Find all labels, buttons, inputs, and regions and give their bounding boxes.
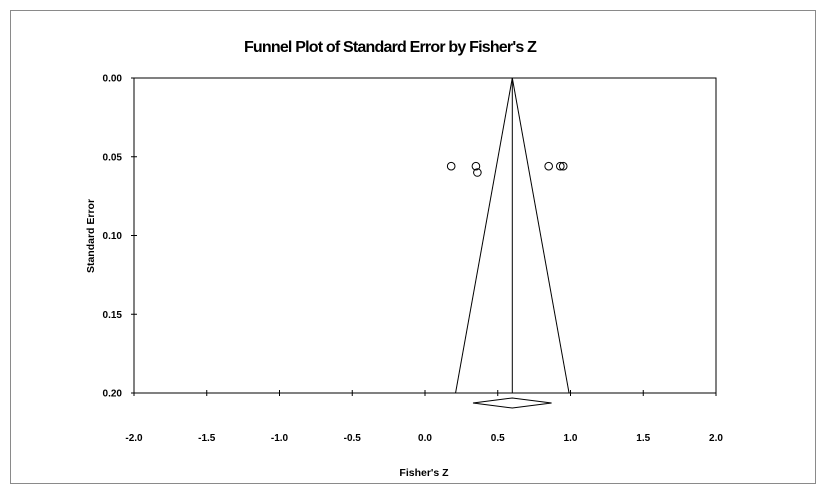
funnel-left-line	[455, 77, 513, 394]
y-tick-label: 0.20	[103, 389, 123, 400]
y-axis-title: Standard Error	[85, 199, 97, 273]
study-point	[446, 161, 456, 171]
x-tick-label: -1.5	[198, 433, 216, 444]
summary-diamond	[472, 397, 552, 409]
y-tick-label: 0.05	[103, 152, 123, 163]
study-point	[556, 161, 565, 171]
x-tick-label: 0.0	[418, 433, 432, 444]
study-point	[558, 161, 568, 171]
y-tick-label: 0.15	[103, 310, 123, 321]
chart-frame	[10, 10, 816, 484]
x-tick-label: 0.5	[491, 433, 505, 444]
x-tick-label: 2.0	[709, 433, 723, 444]
study-point	[471, 161, 481, 171]
x-tick-label: 1.5	[636, 433, 650, 444]
funnel-right-line	[511, 77, 570, 394]
x-axis-title: Fisher's Z	[399, 467, 449, 479]
study-point	[544, 161, 553, 171]
y-tick-label: 0.00	[103, 74, 123, 85]
y-tick-label: 0.10	[103, 231, 123, 242]
plot-area: -2.0 -1.5 -1.0 -0.5 0.0 0.5 1.0 1.5 2.0 0.00 0.05 0…	[103, 74, 724, 445]
study-point	[473, 168, 482, 177]
x-tick-label: 1.0	[564, 433, 578, 444]
chart-title: Funnel Plot of Standard Error by Fisher'…	[244, 39, 537, 56]
x-tick-label: -2.0	[125, 433, 143, 444]
plot-border	[133, 77, 717, 394]
x-tick-label: -1.0	[271, 433, 289, 444]
x-tick-label: -0.5	[344, 433, 362, 444]
